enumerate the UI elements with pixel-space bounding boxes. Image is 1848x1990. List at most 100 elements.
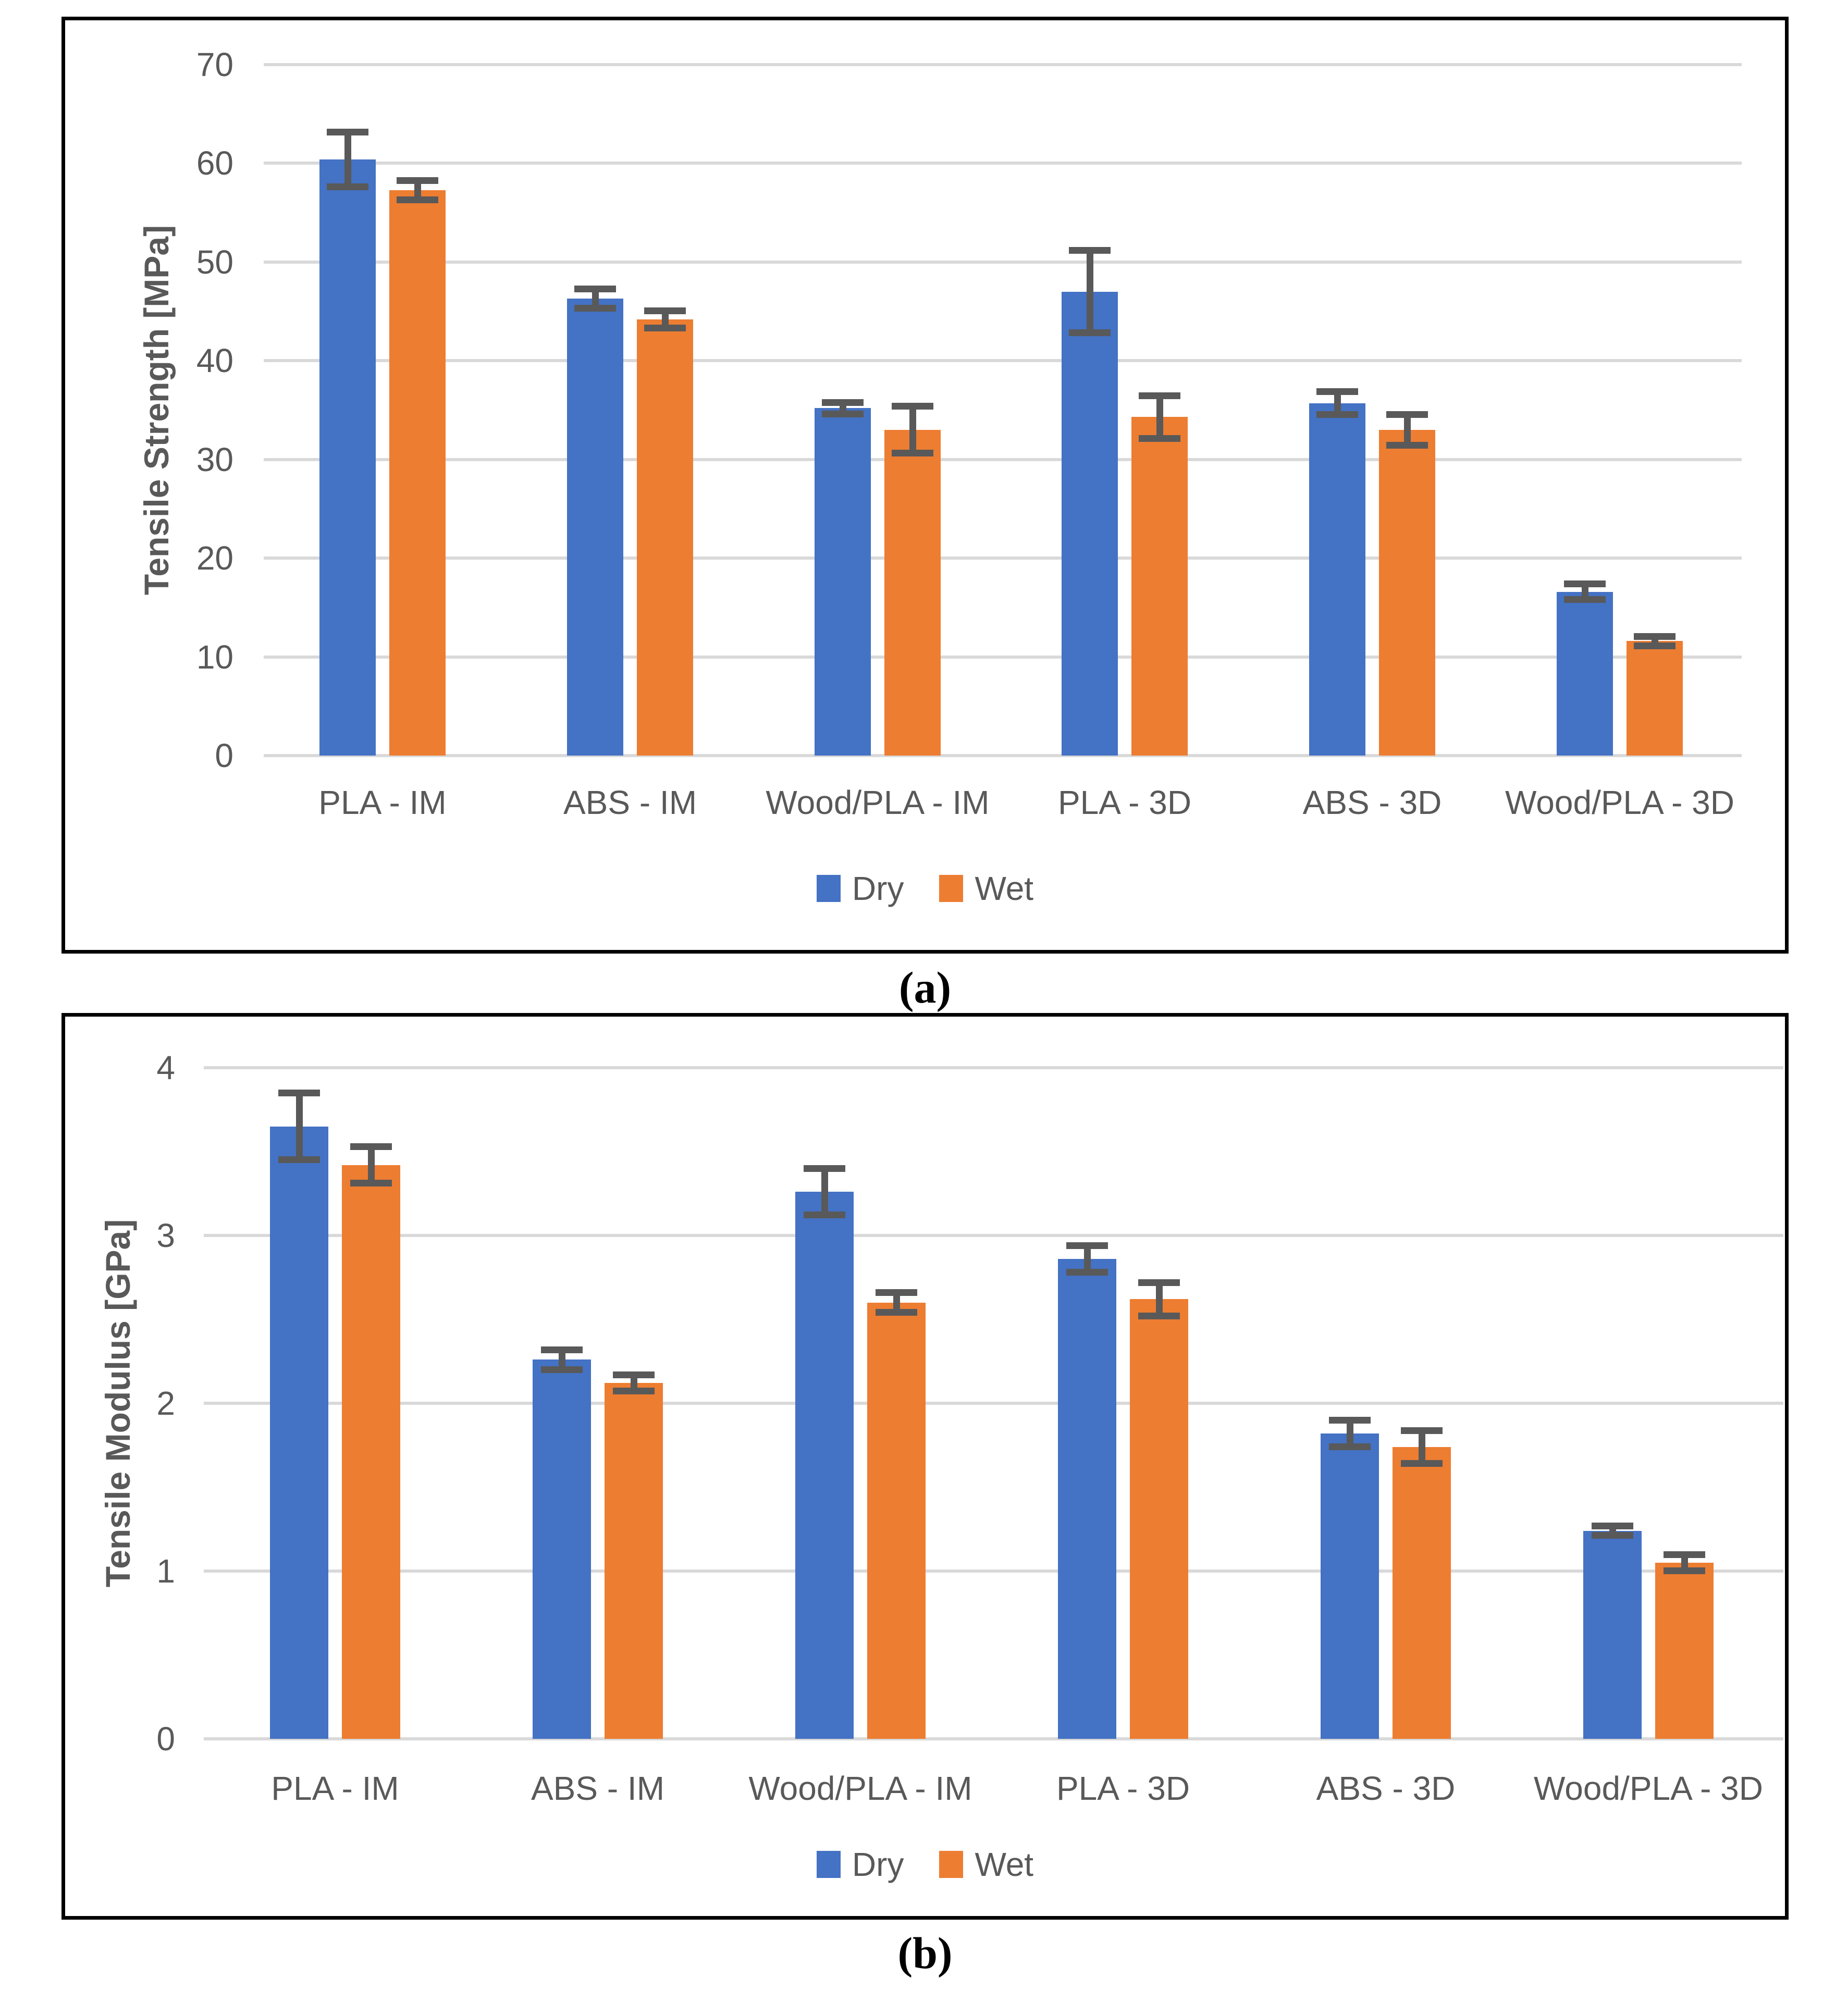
error-bar-line <box>592 289 599 308</box>
x-axis-label: PLA - IM <box>271 1770 399 1807</box>
error-bar-line <box>631 1375 637 1392</box>
gridline <box>204 1234 1783 1237</box>
error-bar-cap-bottom <box>892 450 933 457</box>
error-bar-cap-bottom <box>1386 442 1428 449</box>
legend-dry-label: Dry <box>852 1846 904 1883</box>
error-bar-line <box>1347 1420 1353 1447</box>
error-bar-cap-bottom <box>350 1180 392 1187</box>
chart-panel <box>61 1013 1789 1920</box>
gridline <box>264 754 1742 757</box>
bar-wet <box>1130 1299 1188 1739</box>
error-bar-line <box>893 1292 900 1313</box>
y-tick-label: 40 <box>196 342 233 380</box>
x-axis-label: Wood/PLA - 3D <box>1534 1770 1763 1807</box>
legend: Dry Wet <box>612 1841 1238 1888</box>
bar-wet <box>342 1165 400 1739</box>
error-bar-cap-top <box>1592 1523 1633 1530</box>
error-bar-cap-top <box>613 1371 655 1379</box>
error-bar-cap-top <box>1138 1279 1180 1287</box>
error-bar-cap-top <box>327 128 368 135</box>
error-bar-cap-bottom <box>1401 1460 1443 1467</box>
bar-wet <box>1655 1562 1714 1739</box>
y-tick-label: 10 <box>196 638 233 676</box>
error-bar-cap-bottom <box>804 1212 845 1219</box>
error-bar-cap-top <box>350 1143 392 1151</box>
x-axis-label: Wood/PLA - 3D <box>1505 784 1734 821</box>
error-bar-line <box>296 1093 303 1160</box>
legend-dry-swatch <box>816 1851 841 1878</box>
bar-dry <box>795 1192 854 1739</box>
bar-dry <box>1309 403 1365 756</box>
legend-item-wet: Wet <box>939 869 1033 908</box>
legend-item-dry: Dry <box>816 869 904 908</box>
chart-panel <box>61 17 1789 954</box>
gridline <box>204 1737 1783 1740</box>
error-bar-cap-bottom <box>1316 411 1358 418</box>
y-tick-label: 1 <box>156 1552 175 1590</box>
error-bar-cap-bottom <box>1069 329 1111 337</box>
y-tick-label: 50 <box>196 243 233 281</box>
error-bar-cap-top <box>1634 633 1675 640</box>
error-bar-cap-bottom <box>1066 1268 1108 1276</box>
error-bar-line <box>1681 1554 1688 1571</box>
y-tick-label: 4 <box>156 1049 175 1086</box>
bar-wet <box>389 190 446 756</box>
x-axis-label: PLA - 3D <box>1057 784 1192 821</box>
error-bar-cap-bottom <box>1634 642 1675 649</box>
bar-wet <box>867 1302 926 1739</box>
legend-wet-swatch <box>939 1851 964 1878</box>
error-bar-line <box>1404 414 1411 446</box>
error-bar-cap-top <box>804 1165 845 1172</box>
error-bar-line <box>414 180 421 200</box>
gridline <box>204 1402 1783 1405</box>
bar-dry <box>815 408 871 756</box>
error-bar-cap-top <box>644 307 686 314</box>
legend-wet-swatch <box>939 875 964 902</box>
y-tick-label: 0 <box>156 1720 175 1758</box>
error-bar-cap-top <box>1401 1427 1443 1434</box>
bar-wet <box>1131 417 1188 756</box>
error-bar-cap-bottom <box>541 1366 583 1373</box>
bar-dry <box>319 159 376 756</box>
error-bar-line <box>368 1146 375 1184</box>
y-tick-label: 3 <box>156 1217 175 1254</box>
bar-dry <box>1321 1433 1379 1739</box>
error-bar-line <box>1419 1430 1425 1464</box>
error-bar-line <box>344 131 351 187</box>
x-axis-label: Wood/PLA - IM <box>766 784 990 821</box>
bar-dry <box>1557 591 1613 756</box>
bar-dry <box>533 1359 591 1739</box>
bar-dry <box>1058 1259 1116 1739</box>
gridline <box>264 458 1742 461</box>
gridline <box>204 1569 1783 1573</box>
error-bar-cap-top <box>1139 392 1180 399</box>
legend: Dry Wet <box>612 865 1238 912</box>
y-tick-label: 60 <box>196 144 233 182</box>
error-bar-cap-bottom <box>1664 1567 1705 1574</box>
error-bar-cap-top <box>822 399 864 406</box>
bar-dry <box>567 298 623 756</box>
panel-caption: (a) <box>898 962 952 1012</box>
panel-caption: (b) <box>897 1928 953 1978</box>
bar-wet <box>884 429 941 756</box>
error-bar-cap-bottom <box>644 324 686 331</box>
gridline <box>264 162 1742 165</box>
error-bar-line <box>1084 1245 1091 1272</box>
error-bar-cap-bottom <box>1592 1532 1633 1539</box>
bar-wet <box>1627 641 1683 756</box>
y-tick-label: 20 <box>196 539 233 577</box>
legend-item-dry: Dry <box>816 1845 904 1884</box>
error-bar-cap-bottom <box>1138 1312 1180 1319</box>
error-bar-line <box>1156 395 1163 439</box>
gridline <box>264 557 1742 560</box>
gridline <box>264 63 1742 66</box>
error-bar-cap-bottom <box>397 196 438 203</box>
error-bar-cap-top <box>278 1090 320 1097</box>
x-axis-label: PLA - 3D <box>1056 1770 1190 1807</box>
error-bar-cap-top <box>1664 1551 1705 1558</box>
error-bar-line <box>1334 391 1341 415</box>
error-bar-cap-top <box>1329 1417 1371 1424</box>
bar-dry <box>1583 1530 1642 1739</box>
legend-dry-label: Dry <box>852 870 904 907</box>
